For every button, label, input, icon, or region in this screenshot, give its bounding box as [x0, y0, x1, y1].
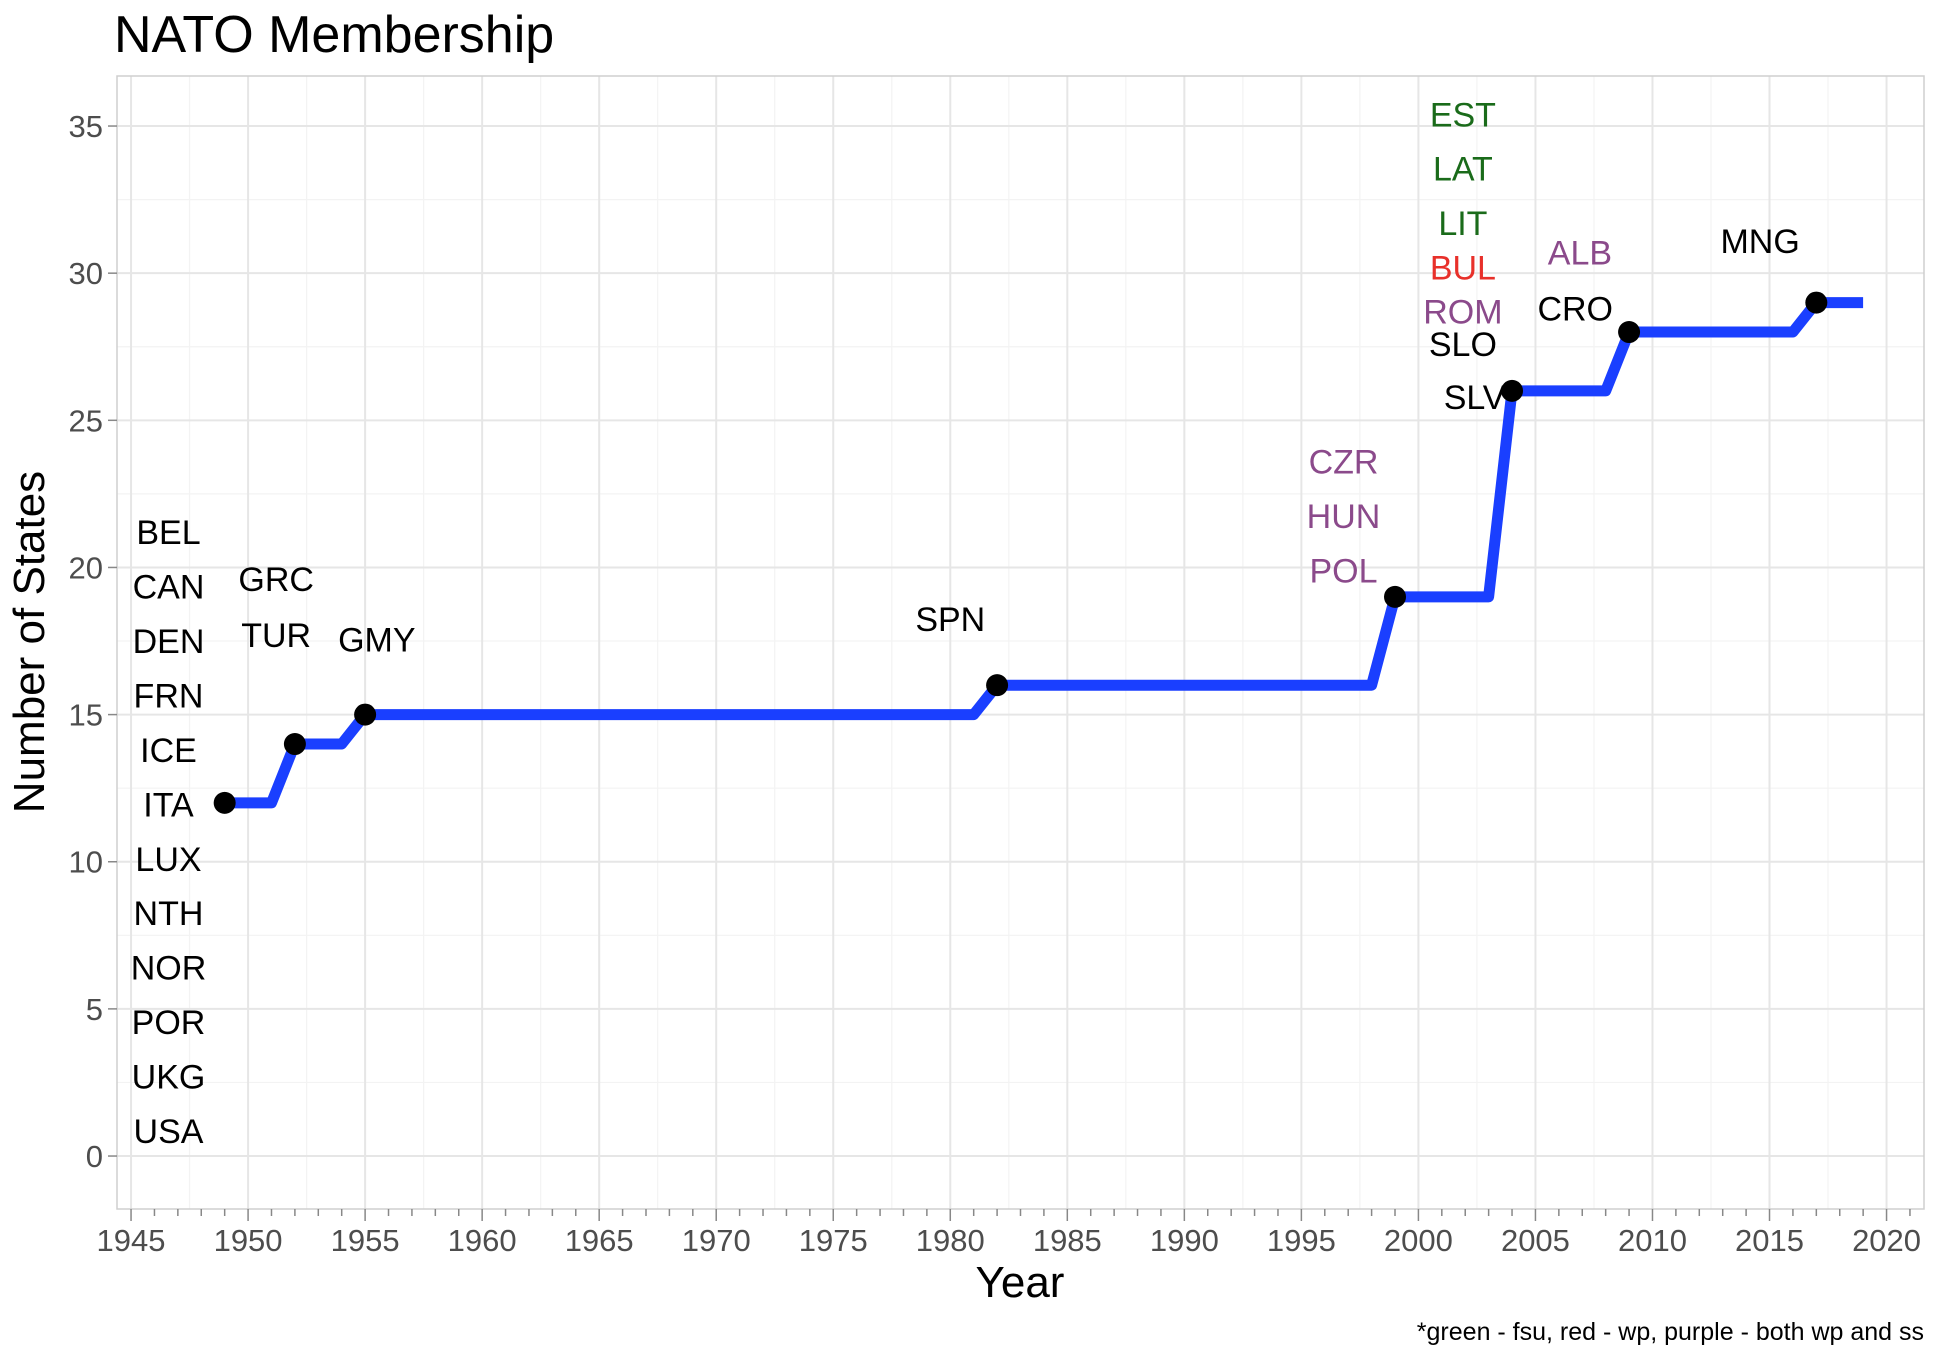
country-label: USA	[134, 1113, 204, 1151]
country-label: POR	[132, 1004, 206, 1042]
x-tick-label: 1975	[799, 1223, 868, 1258]
x-tick-label: 1945	[97, 1223, 166, 1258]
country-label: EST	[1430, 96, 1496, 134]
country-label: SLV	[1444, 379, 1506, 417]
x-tick-label: 2015	[1735, 1223, 1804, 1258]
country-label: LIT	[1438, 205, 1487, 243]
country-label: SPN	[915, 601, 985, 639]
country-label: MNG	[1720, 223, 1799, 261]
country-label: POL	[1309, 552, 1377, 590]
grid-lines	[117, 76, 1924, 1209]
y-tick-label: 15	[69, 698, 103, 733]
x-axis-title: Year	[976, 1258, 1065, 1307]
country-labels: BEL CAN DEN FRN ICE ITA LUX NTH NOR POR UKG USA GRC T…	[131, 96, 1800, 1151]
country-label: CZR	[1309, 444, 1379, 482]
x-tick-label: 1990	[1150, 1223, 1219, 1258]
country-label: ROM	[1423, 293, 1502, 331]
accession-point	[283, 733, 306, 756]
axis-ticks: 1945 1950 1955 1960 1965 1970 1975 1980 1985 1990…	[69, 109, 1922, 1258]
x-tick-label: 2000	[1384, 1223, 1453, 1258]
country-label: DEN	[133, 623, 205, 661]
x-tick-label: 1965	[565, 1223, 634, 1258]
accession-point	[1384, 585, 1407, 608]
country-label: FRN	[134, 677, 204, 715]
country-label: BEL	[136, 514, 200, 552]
country-label: SLO	[1429, 326, 1497, 364]
y-axis-title: Number of States	[5, 471, 54, 813]
x-tick-label: 2005	[1501, 1223, 1570, 1258]
x-tick-label: 1960	[448, 1223, 517, 1258]
x-tick-label: 1980	[916, 1223, 985, 1258]
chart-title: NATO Membership	[114, 6, 554, 64]
membership-line	[224, 297, 1864, 809]
x-tick-label: 1970	[682, 1223, 751, 1258]
accession-point	[1501, 379, 1524, 402]
country-label: ICE	[140, 732, 197, 770]
y-tick-label: 30	[69, 256, 103, 291]
accession-point	[354, 703, 377, 726]
accession-point	[986, 674, 1009, 697]
accession-point	[1805, 291, 1828, 314]
x-tick-label: 1950	[214, 1223, 283, 1258]
accession-point	[213, 791, 236, 814]
country-label: NOR	[131, 950, 207, 988]
country-label: ALB	[1548, 235, 1612, 273]
chart-caption: *green - fsu, red - wp, purple - both wp…	[1417, 1318, 1924, 1346]
accession-point	[1618, 321, 1641, 344]
country-label: CAN	[133, 569, 205, 607]
country-label: BUL	[1430, 249, 1496, 287]
x-tick-label: 2020	[1852, 1223, 1921, 1258]
country-label: GMY	[338, 622, 415, 660]
country-label: GRC	[238, 561, 314, 599]
country-label: CRO	[1537, 290, 1613, 328]
membership-series	[213, 291, 1864, 814]
y-tick-label: 0	[86, 1139, 103, 1174]
country-label: ITA	[143, 786, 194, 824]
y-tick-label: 25	[69, 403, 103, 438]
y-tick-label: 20	[69, 550, 103, 585]
x-tick-label: 1985	[1033, 1223, 1102, 1258]
country-label: LUX	[135, 841, 201, 879]
y-tick-label: 35	[69, 109, 103, 144]
x-tick-label: 1995	[1267, 1223, 1336, 1258]
country-label: UKG	[132, 1059, 206, 1097]
y-tick-label: 5	[86, 992, 103, 1027]
country-label: LAT	[1433, 151, 1493, 189]
country-label: HUN	[1307, 498, 1381, 536]
x-tick-label: 2010	[1618, 1223, 1687, 1258]
x-tick-label: 1955	[331, 1223, 400, 1258]
country-label: TUR	[241, 617, 311, 655]
y-tick-label: 10	[69, 845, 103, 880]
country-label: NTH	[134, 895, 204, 933]
